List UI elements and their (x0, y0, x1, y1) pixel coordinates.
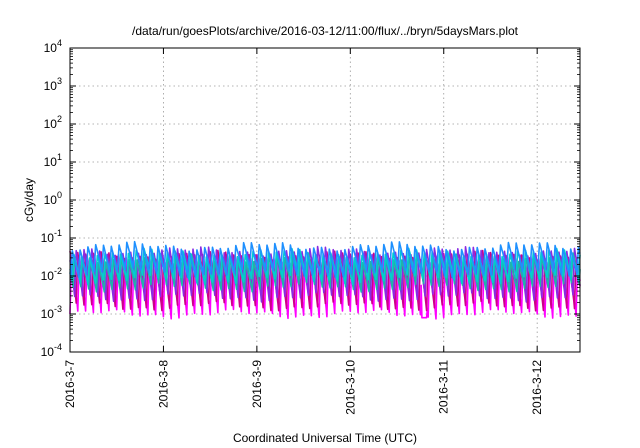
y-axis-label: cGy/day (22, 178, 36, 222)
x-tick-label: 2016-3-8 (156, 360, 170, 408)
x-tick-label: 2016-3-12 (530, 360, 544, 415)
y-tick-label: 100 (44, 190, 62, 207)
x-tick-label: 2016-3-9 (250, 360, 264, 408)
y-tick-label: 102 (44, 114, 62, 131)
chart-title: /data/run/goesPlots/archive/2016-03-12/1… (132, 24, 519, 38)
series-group (69, 240, 581, 320)
y-tick-label: 10-1 (41, 228, 62, 245)
x-tick-label: 2016-3-7 (63, 360, 77, 408)
y-tick-label: 10-4 (41, 342, 62, 359)
x-tick-label: 2016-3-11 (437, 360, 451, 414)
axis-ticks: 10-4 10-3 10-2 10-1 100 101 102 103 104 2016-3-7 2… (41, 38, 580, 415)
y-tick-label: 104 (44, 38, 62, 55)
y-tick-label: 101 (44, 152, 62, 169)
x-tick-label: 2016-3-10 (343, 360, 357, 415)
y-tick-label: 103 (44, 76, 62, 93)
series-line (69, 245, 581, 303)
y-tick-label: 10-3 (41, 304, 62, 321)
x-axis-label: Coordinated Universal Time (UTC) (233, 431, 417, 445)
series-line (69, 240, 581, 279)
y-tick-label: 10-2 (41, 266, 62, 283)
